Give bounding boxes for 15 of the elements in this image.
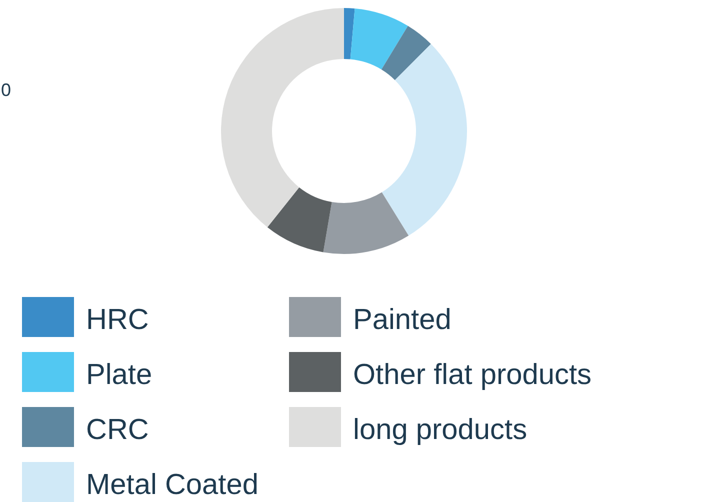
donut-slice [221,8,344,228]
legend-label: Metal Coated [86,469,258,501]
legend-label: CRC [86,414,149,446]
legend-label: Painted [353,304,452,336]
legend-label: long products [353,414,528,446]
donut-slice [344,8,355,60]
donut-slice [381,26,431,80]
text: 0 [1,80,12,100]
donut-slice [323,192,409,254]
legend-label: Plate [86,359,152,391]
donut-slice [350,8,408,70]
donut-slice [267,187,332,252]
donut-slice [382,44,467,236]
legend-label: HRC [86,304,149,336]
legend-label: Other flat products [353,359,592,391]
